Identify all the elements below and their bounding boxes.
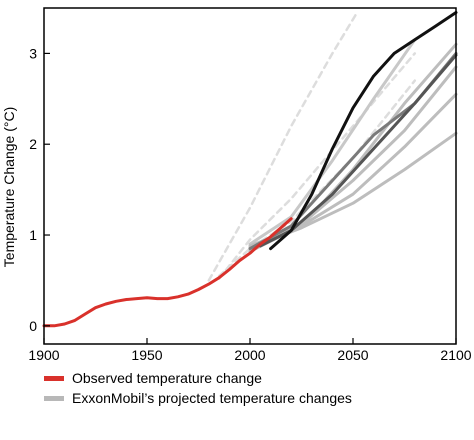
projection-series-line [248,38,417,246]
projection-series-line [269,11,458,251]
x-tick-label: 1900 [28,347,59,363]
legend: Observed temperature change ExxonMobil’s… [44,368,352,408]
y-tick-label: 0 [29,318,37,334]
y-tick-label: 2 [29,136,37,152]
y-axis-label: Temperature Change (°C) [1,107,17,267]
projection-series-line [248,42,458,253]
y-tick-label: 1 [29,227,37,243]
legend-item-observed: Observed temperature change [44,368,352,388]
y-tick-label: 3 [29,45,37,61]
observed-series-line [42,217,293,328]
projection-series-line [217,79,417,278]
projection-series-line [248,51,458,251]
projection-series-line [207,11,359,282]
legend-item-projected: ExxonMobil’s projected temperature chang… [44,388,352,408]
x-tick-label: 2050 [337,347,368,363]
x-tick-label: 2100 [440,347,471,363]
legend-label: ExxonMobil’s projected temperature chang… [72,390,352,406]
series-layer [42,11,458,328]
axis-layer: 1900 1950 2000 2050 2100 0 1 2 3 [28,7,472,363]
projection-series-line [217,52,417,280]
x-tick-label: 1950 [131,347,162,363]
legend-label: Observed temperature change [72,370,262,386]
legend-swatch-red [44,375,64,381]
legend-swatch-gray [44,395,64,401]
x-tick-label: 2000 [234,347,265,363]
